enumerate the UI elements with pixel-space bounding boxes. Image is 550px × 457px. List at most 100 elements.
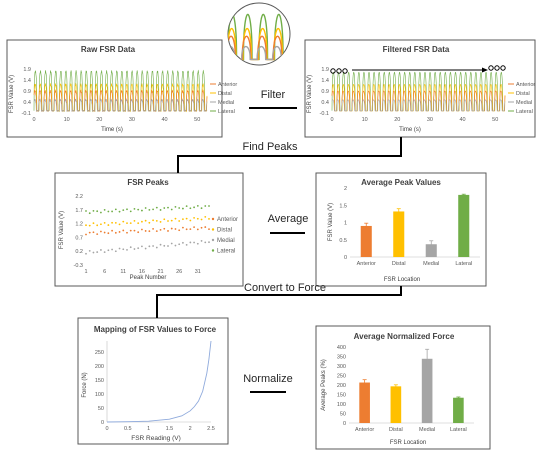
peak-point-lateral <box>100 211 102 214</box>
peak-point-medial <box>122 248 125 251</box>
peak-point-medial <box>114 250 117 253</box>
legend-dot-medial <box>211 238 215 242</box>
peak-point-medial <box>208 241 210 244</box>
peak-point-anterior <box>159 228 162 231</box>
y-tick-label: 0 <box>101 420 104 426</box>
peak-point-anterior <box>204 226 207 228</box>
peak-point-distal <box>155 219 158 222</box>
peak-point-distal <box>174 217 177 220</box>
x-tick-label: 20 <box>394 117 400 123</box>
y-tick-label: 250 <box>95 350 104 356</box>
filtered-chart: Filtered FSR Data FSR Value (V) 1.9 1.4 0.… <box>307 45 535 133</box>
x-tick-label: 0 <box>32 117 35 123</box>
x-tick-label: 21 <box>157 269 163 275</box>
peak-point-medial <box>196 242 199 245</box>
peak-marker <box>342 68 348 74</box>
x-tick-label: 50 <box>492 117 498 123</box>
peak-marker <box>494 65 500 71</box>
legend-label-medial: Medial <box>217 238 235 244</box>
peaks-ylabel: FSR Value (V) <box>59 211 65 249</box>
x-tick-label: 0 <box>105 426 108 432</box>
x-category-label: Anterior <box>357 261 376 267</box>
peak-point-medial <box>185 244 188 246</box>
peak-point-lateral <box>118 210 121 213</box>
y-tick-label: 0 <box>344 255 347 261</box>
y-tick-label: 1.4 <box>23 78 31 84</box>
x-category-label: Anterior <box>355 427 374 433</box>
bar-lateral <box>453 397 464 423</box>
x-category-label: Distal <box>389 427 403 433</box>
peak-point-anterior <box>178 229 181 232</box>
peak-point-anterior <box>148 230 151 233</box>
y-tick-label: -0.3 <box>74 263 83 269</box>
peak-point-distal <box>111 221 113 224</box>
peak-point-distal <box>170 219 173 222</box>
peak-point-medial <box>111 248 113 251</box>
x-tick-label: 31 <box>195 269 201 275</box>
x-tick-label: 10 <box>64 117 70 123</box>
peak-point-anterior <box>144 230 147 232</box>
peak-point-lateral <box>88 212 91 215</box>
peak-point-lateral <box>208 205 210 207</box>
peak-point-distal <box>189 219 192 222</box>
peak-point-distal <box>118 223 121 226</box>
peak-point-distal <box>163 218 166 221</box>
peak-point-anterior <box>141 228 143 231</box>
x-tick-label: 30 <box>427 117 433 123</box>
peak-point-anterior <box>152 227 154 230</box>
norm-title: Average Normalized Force <box>354 332 455 341</box>
peak-point-distal <box>152 219 154 222</box>
avg-peak-title: Average Peak Values <box>361 178 441 187</box>
peak-point-anterior <box>185 228 188 231</box>
peak-point-lateral <box>133 207 136 210</box>
peak-point-anterior <box>85 233 87 236</box>
convert-connector <box>156 286 402 318</box>
peak-point-distal <box>103 221 106 224</box>
connectors <box>156 107 402 393</box>
peak-marker <box>336 68 342 74</box>
peak-point-lateral <box>137 208 140 211</box>
peak-point-lateral <box>144 207 147 209</box>
peak-point-lateral <box>159 209 162 211</box>
peak-point-medial <box>182 241 184 244</box>
y-tick-label: 200 <box>337 383 346 389</box>
peak-point-anterior <box>126 231 128 234</box>
y-tick-label: 1.4 <box>321 78 329 84</box>
norm-chart: Average Normalized Force Average Peaks (… <box>321 332 474 446</box>
peak-point-anterior <box>100 230 102 233</box>
x-tick-label: 40 <box>460 117 466 123</box>
peak-point-lateral <box>163 207 166 209</box>
peak-point-distal <box>122 220 125 223</box>
peak-point-distal <box>129 222 132 225</box>
peak-point-distal <box>100 223 102 226</box>
peak-point-distal <box>144 219 147 222</box>
peak-point-lateral <box>129 210 132 213</box>
bar-anterior <box>360 225 372 257</box>
peak-point-distal <box>107 224 110 226</box>
y-tick-label: 1.7 <box>75 208 83 214</box>
y-tick-label: 50 <box>98 406 104 412</box>
y-tick-label: 100 <box>337 402 346 408</box>
peak-point-distal <box>141 220 143 223</box>
peak-point-lateral <box>196 204 199 207</box>
peak-point-lateral <box>178 207 181 209</box>
peak-point-anterior <box>196 228 199 231</box>
y-tick-label: 2.2 <box>75 194 83 200</box>
average-label: Average <box>268 213 309 225</box>
peak-point-medial <box>100 249 102 251</box>
peak-point-distal <box>185 217 188 220</box>
avg-peak-ylabel: FSR Value (V) <box>328 203 334 241</box>
bar-anterior <box>359 382 370 423</box>
peak-point-anterior <box>107 232 110 235</box>
peak-point-distal <box>178 220 181 222</box>
peak-point-lateral <box>111 210 113 213</box>
peak-point-anterior <box>111 229 113 232</box>
peak-point-medial <box>118 247 121 250</box>
bar-medial <box>421 358 433 423</box>
peak-point-distal <box>96 224 99 227</box>
peak-point-medial <box>126 249 128 251</box>
peak-point-medial <box>167 245 169 247</box>
legend-label-medial: Medial <box>516 100 532 106</box>
y-tick-label: 0.7 <box>75 235 83 241</box>
peak-point-lateral <box>152 208 154 211</box>
